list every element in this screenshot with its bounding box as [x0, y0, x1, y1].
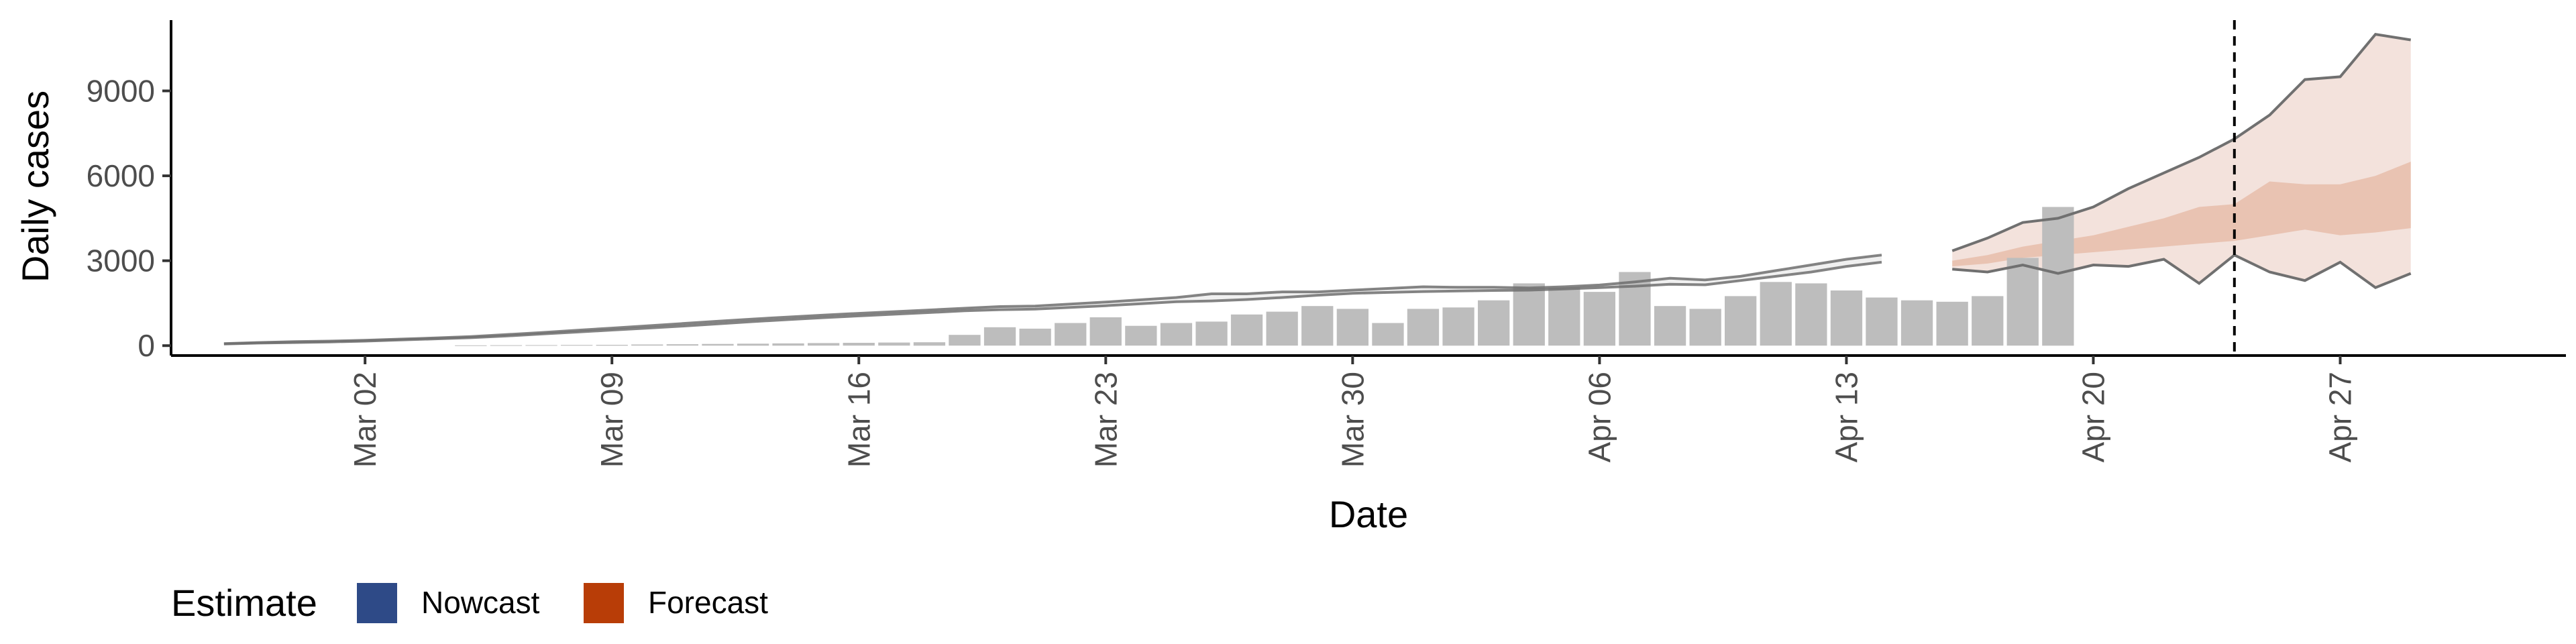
bar [1830, 290, 1863, 346]
y-tick-label: 3000 [87, 244, 155, 278]
bar [983, 327, 1016, 346]
y-axis-title: Daily cases [14, 91, 56, 282]
x-axis: Mar 02 Mar 09 Mar 16 Mar 23 Mar 30 Apr 06 Apr … [347, 356, 2358, 468]
bar [737, 343, 769, 346]
bar [1055, 323, 1087, 346]
bar [1866, 297, 1898, 346]
bar [1583, 292, 1615, 346]
bar [1089, 317, 1122, 346]
y-tick-label: 0 [138, 328, 155, 363]
y-tick-label: 9000 [87, 73, 155, 108]
bar [808, 343, 840, 346]
x-tick-label: Mar 30 [1335, 372, 1370, 468]
bar [1019, 328, 1051, 346]
bar [1900, 300, 1933, 346]
bar [1760, 282, 1792, 346]
nowcast-upper-line [223, 254, 1882, 345]
bar [1301, 306, 1334, 346]
bar [2006, 258, 2039, 346]
legend: Estimate Nowcast Forecast [171, 582, 768, 624]
bar [878, 342, 910, 346]
bar [1125, 325, 1157, 346]
bar [1336, 309, 1368, 346]
x-tick-label: Mar 23 [1088, 372, 1123, 468]
bar [1654, 306, 1686, 346]
reported-case-bars [455, 207, 2074, 346]
bar [1407, 309, 1440, 346]
estimate-lines [223, 32, 2412, 345]
bar [1689, 309, 1721, 346]
x-tick-label: Mar 16 [841, 372, 876, 468]
legend-swatch-forecast [584, 583, 624, 623]
legend-label-forecast: Forecast [648, 585, 768, 620]
y-axis: 0 3000 6000 9000 [87, 73, 171, 363]
legend-label-nowcast: Nowcast [421, 585, 540, 620]
bar [1513, 283, 1545, 346]
bar [1972, 296, 2004, 346]
x-tick-label: Mar 09 [594, 372, 629, 468]
bar [1548, 287, 1580, 346]
x-tick-label: Apr 06 [1582, 372, 1617, 463]
x-tick-label: Apr 27 [2323, 372, 2358, 463]
bar [772, 343, 804, 346]
nowcast-lower-line [223, 260, 1882, 345]
bar [913, 342, 946, 346]
bar [1478, 300, 1510, 346]
bar [1725, 296, 1757, 346]
bar [2042, 207, 2074, 346]
bar [949, 335, 981, 346]
forecast-lower-line [1952, 253, 2412, 289]
bar [1230, 314, 1263, 346]
bar [1195, 321, 1228, 346]
x-axis-title: Date [1329, 493, 1408, 535]
bar [666, 344, 698, 346]
legend-swatch-nowcast [357, 583, 397, 623]
x-tick-label: Apr 20 [2076, 372, 2111, 463]
bar [1266, 311, 1298, 346]
bar [702, 343, 734, 346]
bar [1795, 283, 1827, 346]
x-tick-label: Apr 13 [1829, 372, 1864, 463]
bar [490, 345, 523, 346]
bar [843, 343, 875, 346]
y-tick-label: 6000 [87, 158, 155, 193]
x-tick-label: Mar 02 [347, 372, 382, 468]
bar [1372, 323, 1404, 346]
bar [455, 345, 487, 346]
bar [1442, 307, 1474, 346]
forecast-upper-line [1951, 32, 2412, 252]
legend-title: Estimate [171, 582, 317, 624]
bar [1160, 323, 1193, 346]
bar [631, 344, 663, 346]
bar [1936, 301, 1968, 346]
estimate-bands [223, 34, 2411, 344]
